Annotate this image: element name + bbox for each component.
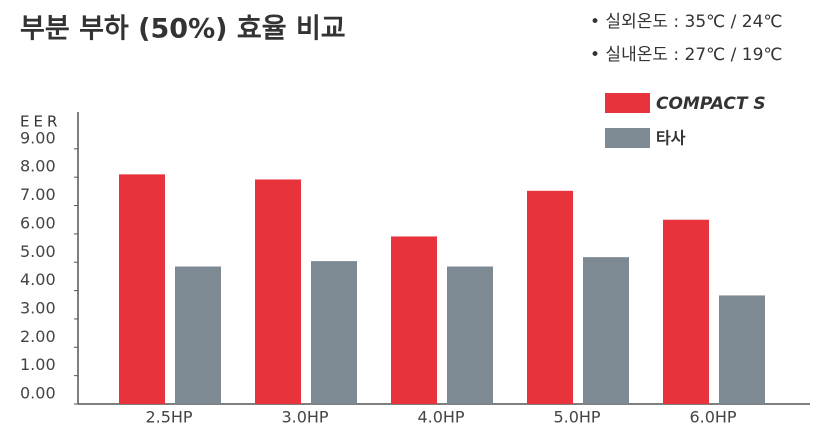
bar (663, 219, 709, 404)
note: • 실외온도 : 35℃ / 24℃ (590, 12, 783, 32)
y-tick-label: 0.00 (20, 384, 56, 403)
x-tick-label: 5.0HP (553, 408, 600, 427)
x-tick-label: 2.5HP (145, 408, 192, 427)
x-tick-label: 4.0HP (417, 408, 464, 427)
y-tick-label: 3.00 (20, 298, 56, 317)
bar (311, 261, 357, 404)
bar (527, 190, 573, 404)
y-axis-label: EER (20, 113, 61, 131)
bar (119, 174, 165, 404)
y-tick-label: 7.00 (20, 185, 56, 204)
chart-title: 부분 부하 (50%) 효율 비교 (20, 14, 346, 45)
y-tick-label: 5.00 (20, 242, 56, 261)
legend-swatch (605, 93, 650, 113)
y-tick-label: 2.00 (20, 327, 56, 346)
legend-label: 타사 (656, 129, 686, 148)
y-tick-label: 9.00 (20, 128, 56, 147)
bar (391, 236, 437, 404)
legend-swatch (605, 128, 650, 148)
bar (447, 266, 493, 404)
y-tick-label: 1.00 (20, 355, 56, 374)
bar (255, 179, 301, 404)
bar (719, 295, 765, 404)
note: • 실내온도 : 27℃ / 19℃ (590, 45, 783, 65)
y-tick-label: 8.00 (20, 157, 56, 176)
y-tick-label: 6.00 (20, 213, 56, 232)
y-tick-label: 4.00 (20, 270, 56, 289)
x-tick-label: 3.0HP (281, 408, 328, 427)
bar (583, 257, 629, 404)
x-tick-label: 6.0HP (689, 408, 736, 427)
legend-label: COMPACT S (656, 94, 766, 114)
bar (175, 266, 221, 404)
